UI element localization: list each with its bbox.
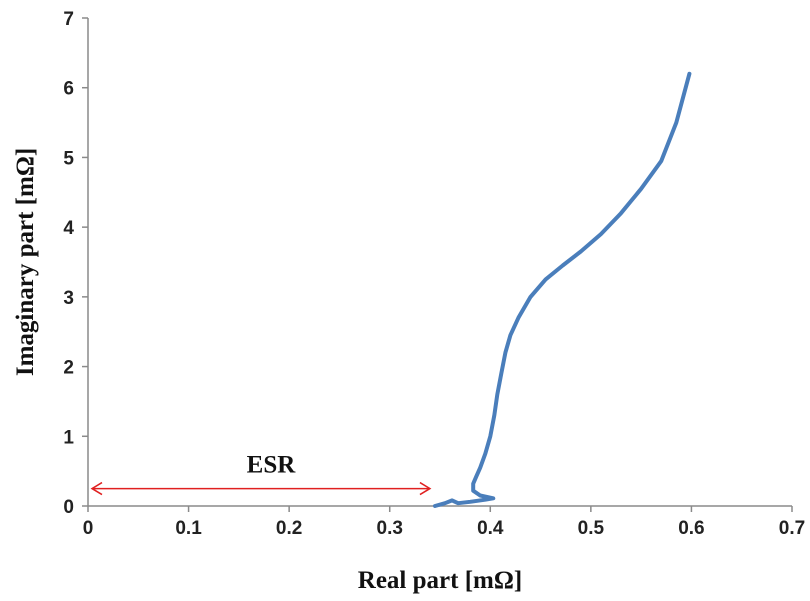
x-tick-label: 0.7 [779,518,805,539]
y-tick-label: 5 [63,148,74,169]
x-tick-label: 0 [83,518,94,539]
series-line [433,71,692,508]
y-tick-label: 0 [63,497,74,518]
x-tick-labels: 0 0.1 0.2 0.3 0.4 0.5 0.6 0.7 [83,506,805,539]
esr-label: ESR [247,452,297,479]
y-tick-label: 2 [63,358,74,379]
x-tick-label: 0.2 [276,518,302,539]
y-tick-label: 4 [63,218,74,239]
y-axis-title: Imaginary part [mΩ] [12,148,39,376]
x-tick-label: 0.3 [377,518,403,539]
x-tick-label: 0.1 [175,518,202,539]
esr-arrow-head-right [419,481,432,496]
y-tick-label: 1 [63,427,74,448]
x-tick-label: 0.6 [678,518,704,539]
series-group [433,71,692,508]
esr-arrow-head-left [90,481,103,496]
y-tick-labels: 0 1 2 3 4 5 6 7 [63,9,88,518]
y-tick-label: 3 [63,288,74,309]
x-tick-label: 0.5 [578,518,605,539]
y-tick-label: 7 [63,9,74,30]
x-tick-label: 0.4 [477,518,504,539]
annotation-group: ESR [90,452,432,496]
x-axis-title: Real part [mΩ] [358,567,522,594]
y-tick-label: 6 [63,79,74,100]
